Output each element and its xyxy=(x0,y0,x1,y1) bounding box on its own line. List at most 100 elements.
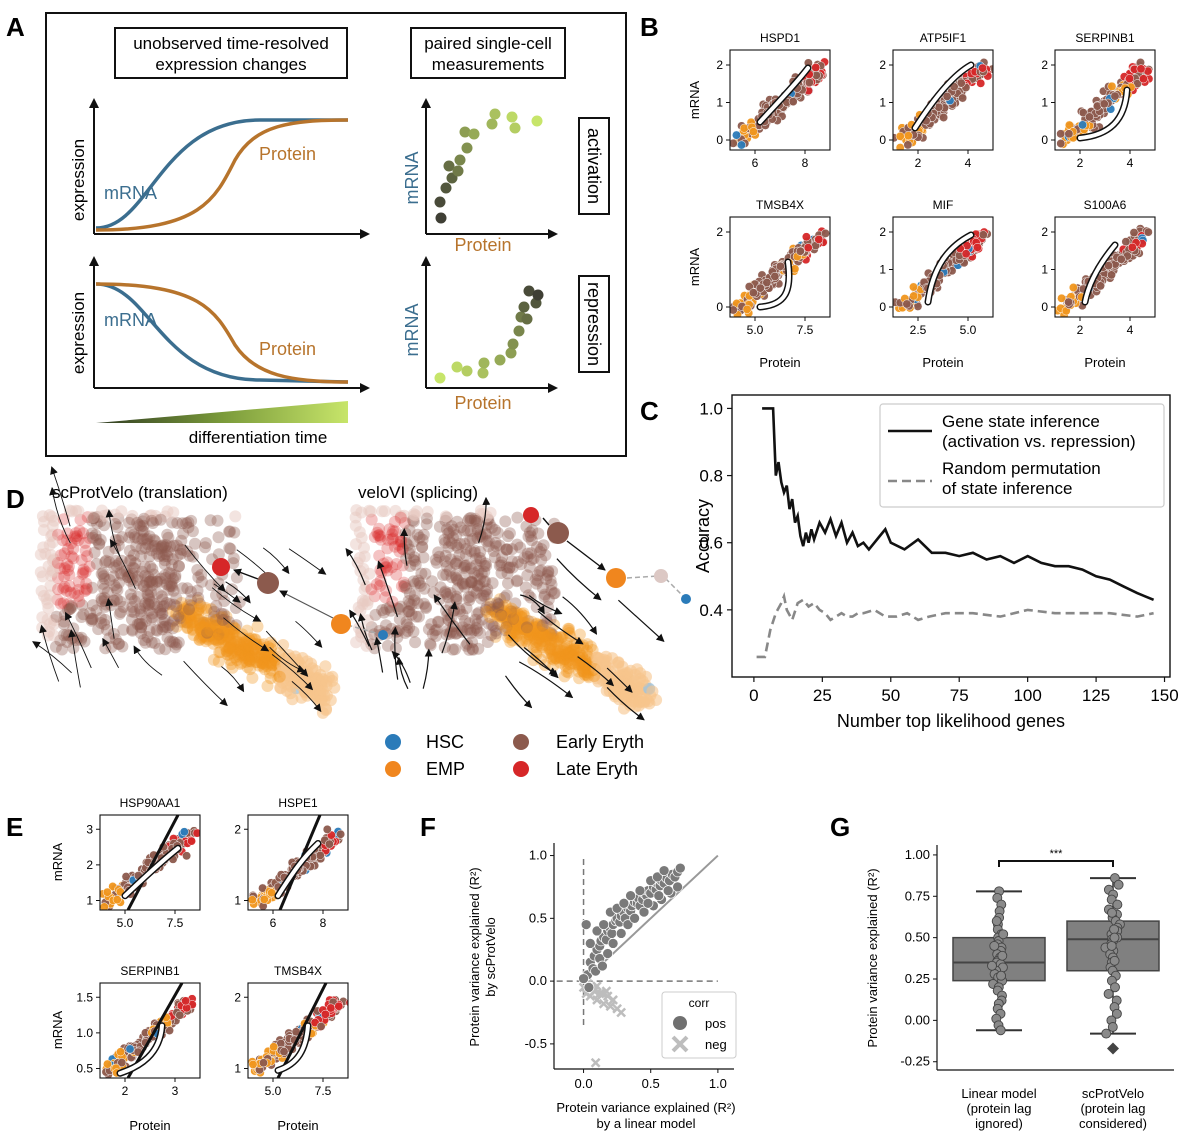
embedding-cell xyxy=(559,648,572,661)
embedding-cell xyxy=(170,600,183,613)
embedding-cell xyxy=(75,554,88,567)
velocity-streamline xyxy=(102,637,119,669)
embedding-cell xyxy=(92,623,105,636)
embedding-cell xyxy=(242,644,255,657)
embedding-cell xyxy=(67,552,80,565)
embedding-cell xyxy=(209,620,222,633)
embedding-cell xyxy=(464,562,477,575)
embedding-cell xyxy=(73,595,86,608)
embedding-cell xyxy=(420,602,432,614)
x-tick-label: 2 xyxy=(1077,156,1084,170)
embedding-cell xyxy=(247,644,260,657)
embedding-cell xyxy=(65,550,78,563)
embedding-cell xyxy=(226,661,239,674)
embedding-cell xyxy=(212,634,225,647)
cell-point xyxy=(248,1059,258,1069)
embedding-cell xyxy=(34,548,47,561)
embedding-cell xyxy=(256,653,268,666)
embedding-cell xyxy=(546,565,559,578)
embedding-cell xyxy=(451,541,464,554)
embedding-cell xyxy=(541,616,554,629)
embedding-cell xyxy=(72,589,85,602)
embedding-cell xyxy=(167,584,180,597)
embedding-cell xyxy=(97,570,110,583)
embedding-cell xyxy=(75,611,88,623)
c-x-tick-label: 125 xyxy=(1082,686,1110,705)
embedding-cell xyxy=(489,524,501,536)
f-pos-point xyxy=(597,960,608,972)
embedding-cell xyxy=(242,649,255,662)
a4-point xyxy=(532,289,544,301)
velocity-streamline xyxy=(265,630,309,677)
embedding-cell xyxy=(161,545,174,558)
embedding-cell xyxy=(211,629,224,641)
embedding-cell xyxy=(533,565,546,578)
repression-box xyxy=(578,275,610,373)
g-point xyxy=(1109,924,1120,935)
embedding-cell xyxy=(146,576,159,589)
embedding-cell xyxy=(159,572,172,584)
embedding-cell xyxy=(133,618,146,631)
embedding-cell xyxy=(108,594,121,607)
gene-title: SERPINB1 xyxy=(120,964,180,978)
embedding-cell xyxy=(513,619,526,632)
embedding-cell xyxy=(136,524,149,537)
cell-point xyxy=(1096,281,1105,291)
embedding-cell xyxy=(159,643,172,656)
embedding-cell xyxy=(264,666,276,679)
embedding-cell xyxy=(231,654,243,666)
embedding-cell xyxy=(284,687,297,700)
cell-point xyxy=(730,305,738,315)
embedding-cell xyxy=(99,613,112,626)
embedding-cell xyxy=(194,621,207,634)
embedding-cell xyxy=(238,649,251,661)
embedding-cell xyxy=(151,587,164,600)
embedding-cell xyxy=(500,543,513,556)
cell-point xyxy=(112,895,122,905)
embedding-cell xyxy=(175,534,188,547)
embedding-cell xyxy=(174,543,187,556)
gene-plot-serpinb1: SERPINB1 2 4 0 1 2 xyxy=(1041,31,1156,170)
gene-title: ATP5IF1 xyxy=(920,31,967,45)
a4-point xyxy=(478,357,490,369)
embedding-cell xyxy=(407,535,420,548)
embedding-cell xyxy=(167,622,179,635)
cell-point xyxy=(1110,91,1120,101)
embedding-cell xyxy=(131,570,144,583)
cell-point xyxy=(762,278,772,287)
embedding-cell xyxy=(202,630,215,643)
embedding-cell xyxy=(129,531,141,544)
embedding-cell xyxy=(205,603,218,616)
embedding-cell xyxy=(198,621,211,634)
embedding-cell xyxy=(500,589,513,602)
embedding-cell xyxy=(403,524,416,537)
embedding-cell xyxy=(134,605,147,618)
embedding-cell xyxy=(257,660,270,673)
embedding-cell xyxy=(530,577,543,590)
b-x-label: Protein xyxy=(922,355,963,370)
embedding-cell xyxy=(125,592,138,605)
embedding-cell xyxy=(229,622,241,635)
embedding-cell xyxy=(450,557,463,570)
velocity-streamline xyxy=(105,509,121,557)
a4-point xyxy=(513,325,525,337)
embedding-cell xyxy=(556,648,569,661)
embedding-cell xyxy=(139,636,152,649)
embedding-cell xyxy=(158,613,171,626)
embedding-cell xyxy=(210,589,222,602)
box-unobserved-line2: expression changes xyxy=(155,55,306,74)
time-label: differentiation time xyxy=(189,428,328,447)
embedding-cell xyxy=(389,525,402,538)
embedding-cell xyxy=(353,551,366,564)
embedding-cell xyxy=(180,616,193,629)
embedding-cell xyxy=(553,650,566,663)
embedding-cell xyxy=(222,643,235,656)
a3-point xyxy=(468,128,480,140)
cell-point xyxy=(803,243,813,253)
embedding-cell xyxy=(172,609,185,622)
embedding-cell xyxy=(143,575,156,588)
embedding-cell xyxy=(413,577,426,589)
d-legend-early-dot xyxy=(513,734,529,750)
y-tick-label: 3 xyxy=(86,822,93,836)
y-tick-label: 1.0 xyxy=(76,1026,93,1040)
